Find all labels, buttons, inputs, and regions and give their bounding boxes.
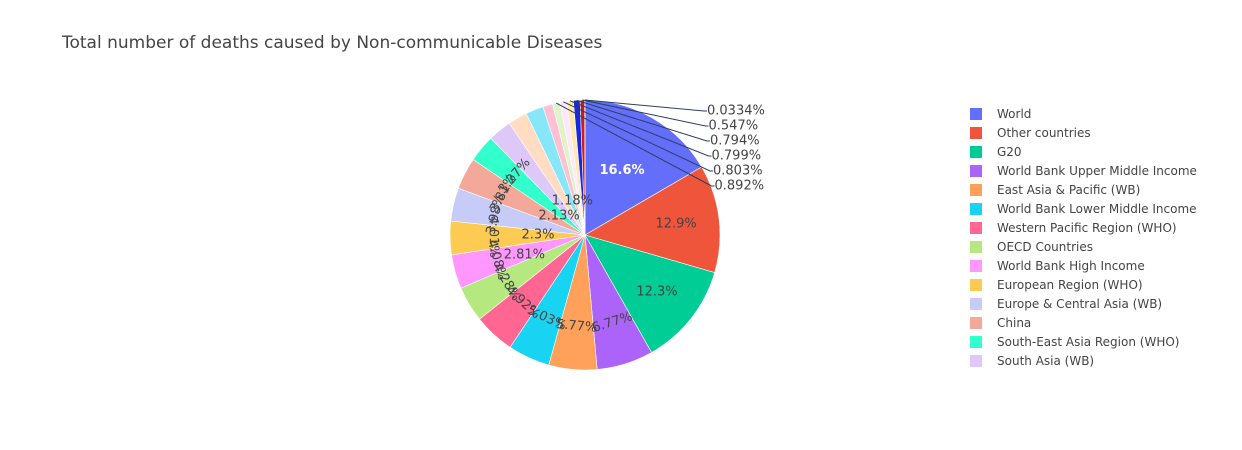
legend: World Other countries G20 World Bank Upper … bbox=[970, 104, 1197, 370]
legend-item[interactable]: Europe & Central Asia (WB) bbox=[970, 294, 1197, 313]
legend-swatch bbox=[970, 145, 982, 158]
leader-line bbox=[584, 99, 707, 112]
slice-label: 12.3% bbox=[636, 284, 677, 299]
slice-label: 12.9% bbox=[655, 216, 696, 231]
slice-label: 0.794% bbox=[710, 134, 760, 149]
slice-label: 0.547% bbox=[709, 119, 759, 134]
legend-label: Europe & Central Asia (WB) bbox=[997, 296, 1163, 311]
legend-swatch bbox=[970, 164, 982, 177]
legend-item[interactable]: OECD Countries bbox=[970, 237, 1197, 256]
legend-swatch bbox=[970, 259, 982, 272]
legend-item[interactable]: Other countries bbox=[970, 123, 1197, 142]
slice-label: 2.81% bbox=[504, 248, 545, 263]
legend-label: World bbox=[997, 106, 1032, 121]
slice-label: 2.13% bbox=[538, 209, 579, 224]
legend-label: European Region (WHO) bbox=[997, 277, 1143, 292]
legend-label: China bbox=[997, 315, 1032, 330]
pie-slice[interactable] bbox=[584, 234, 716, 353]
legend-swatch bbox=[970, 297, 982, 310]
legend-swatch bbox=[970, 183, 982, 196]
leader-line bbox=[582, 99, 709, 127]
legend-label: World Bank Upper Middle Income bbox=[997, 163, 1197, 178]
legend-item[interactable]: East Asia & Pacific (WB) bbox=[970, 180, 1197, 199]
slice-label: 0.799% bbox=[712, 149, 762, 164]
chart-title: Total number of deaths caused by Non-com… bbox=[62, 33, 603, 53]
pie-slices bbox=[449, 99, 721, 371]
legend-swatch bbox=[970, 354, 982, 367]
legend-label: World Bank High Income bbox=[997, 258, 1145, 273]
legend-label: G20 bbox=[997, 144, 1022, 159]
leader-line bbox=[569, 100, 712, 157]
slice-label: 16.6% bbox=[599, 163, 644, 178]
legend-item[interactable]: World Bank Upper Middle Income bbox=[970, 161, 1197, 180]
legend-item[interactable]: G20 bbox=[970, 142, 1197, 161]
legend-label: East Asia & Pacific (WB) bbox=[997, 182, 1141, 197]
legend-item[interactable]: World Bank Lower Middle Income bbox=[970, 199, 1197, 218]
legend-item[interactable]: South-East Asia Region (WHO) bbox=[970, 332, 1197, 351]
pie-slice[interactable] bbox=[584, 166, 721, 274]
legend-swatch bbox=[970, 221, 982, 234]
leader-line bbox=[576, 99, 710, 142]
legend-swatch bbox=[970, 278, 982, 291]
legend-label: South Asia (WB) bbox=[997, 353, 1095, 368]
legend-swatch bbox=[970, 126, 982, 139]
slice-label: 4.01% bbox=[485, 216, 501, 258]
legend-swatch bbox=[970, 316, 982, 329]
leader-line bbox=[563, 101, 713, 172]
slice-label: 0.892% bbox=[715, 179, 765, 194]
slice-label: 0.0334% bbox=[707, 104, 765, 119]
leader-lines bbox=[555, 99, 715, 187]
legend-label: Western Pacific Region (WHO) bbox=[997, 220, 1177, 235]
legend-item[interactable]: World Bank High Income bbox=[970, 256, 1197, 275]
legend-label: Other countries bbox=[997, 125, 1091, 140]
legend-item[interactable]: World bbox=[970, 104, 1197, 123]
legend-label: OECD Countries bbox=[997, 239, 1093, 254]
legend-swatch bbox=[970, 202, 982, 215]
slice-label: 2.3% bbox=[522, 228, 555, 243]
legend-item[interactable]: China bbox=[970, 313, 1197, 332]
legend-swatch bbox=[970, 107, 982, 120]
legend-item[interactable]: European Region (WHO) bbox=[970, 275, 1197, 294]
legend-item[interactable]: South Asia (WB) bbox=[970, 351, 1197, 370]
legend-label: World Bank Lower Middle Income bbox=[997, 201, 1197, 216]
slice-label: 1.18% bbox=[552, 194, 593, 209]
legend-swatch bbox=[970, 240, 982, 253]
legend-label: South-East Asia Region (WHO) bbox=[997, 334, 1180, 349]
slice-label: 5.77% bbox=[555, 317, 598, 336]
slice-label: 0.803% bbox=[713, 164, 763, 179]
legend-item[interactable]: Western Pacific Region (WHO) bbox=[970, 218, 1197, 237]
leader-line bbox=[555, 102, 715, 187]
legend-swatch bbox=[970, 335, 982, 348]
